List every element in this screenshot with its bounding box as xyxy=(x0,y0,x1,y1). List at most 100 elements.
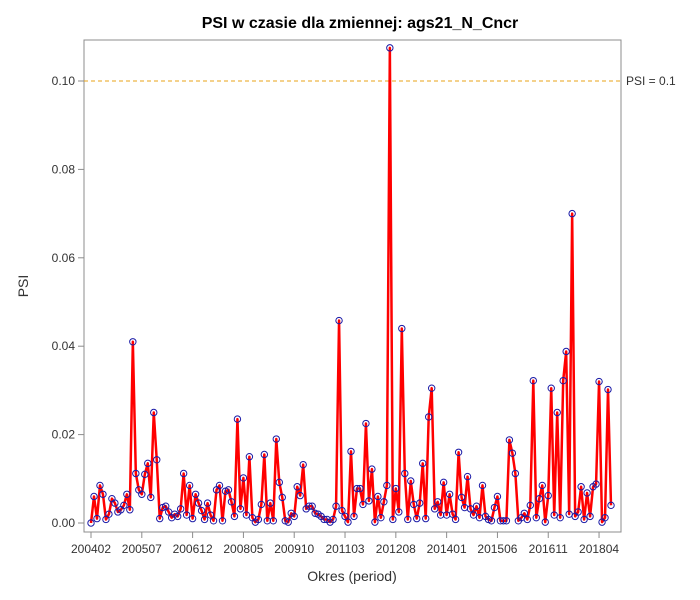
data-point xyxy=(147,493,155,502)
y-tick-label: 0.04 xyxy=(52,339,76,353)
data-point xyxy=(156,514,164,523)
x-tick-label: 200805 xyxy=(223,542,263,556)
data-point xyxy=(185,481,194,490)
data-point xyxy=(227,498,236,506)
data-point xyxy=(215,481,224,490)
y-tick-label: 0.10 xyxy=(52,74,76,88)
data-point xyxy=(126,506,134,514)
data-point xyxy=(454,448,463,456)
data-point xyxy=(427,384,436,392)
data-point xyxy=(562,347,570,356)
data-point xyxy=(347,447,355,456)
data-point xyxy=(523,515,532,524)
data-point xyxy=(299,460,307,469)
data-point xyxy=(425,413,433,421)
data-point xyxy=(607,501,615,510)
data-point xyxy=(332,502,340,510)
data-point xyxy=(272,435,280,443)
x-tick-label: 200910 xyxy=(274,542,314,556)
data-point xyxy=(490,503,499,512)
data-point xyxy=(218,517,227,525)
data-point xyxy=(595,377,603,386)
data-point xyxy=(508,449,517,457)
chart-title: PSI w czasie dla zmiennej: ags21_N_Cncr xyxy=(202,15,519,32)
data-point xyxy=(138,490,146,498)
data-point xyxy=(493,492,502,501)
data-point xyxy=(188,514,197,523)
data-point xyxy=(487,517,496,525)
data-point xyxy=(176,505,185,513)
data-point xyxy=(559,376,567,385)
y-axis-label: PSI xyxy=(15,275,31,298)
data-point xyxy=(469,511,478,519)
data-point xyxy=(371,518,379,526)
data-point xyxy=(197,506,206,515)
data-point xyxy=(305,502,313,510)
data-point xyxy=(553,408,561,417)
data-point xyxy=(445,490,454,498)
data-point xyxy=(365,497,373,505)
y-tick-label: 0.06 xyxy=(52,251,76,265)
data-point xyxy=(338,506,346,515)
data-point xyxy=(153,456,161,464)
x-tick-label: 200507 xyxy=(122,542,162,556)
data-point xyxy=(380,498,388,506)
reference-line-group: PSI = 0.1 xyxy=(84,74,676,88)
data-point xyxy=(194,499,203,507)
x-tick-label: 200612 xyxy=(173,542,213,556)
data-point xyxy=(416,499,424,507)
data-point xyxy=(430,505,439,513)
data-point xyxy=(511,469,520,478)
data-point xyxy=(383,481,391,490)
data-point xyxy=(141,470,149,479)
data-point xyxy=(239,474,248,482)
data-point xyxy=(120,501,128,510)
x-tick-label: 200402 xyxy=(71,542,111,556)
data-point xyxy=(233,415,242,423)
data-point xyxy=(179,469,188,478)
data-point xyxy=(422,514,430,523)
series-group xyxy=(87,44,615,527)
data-point xyxy=(457,493,466,502)
data-point xyxy=(466,505,475,513)
data-point xyxy=(583,489,591,497)
data-point xyxy=(257,500,266,509)
data-point xyxy=(87,519,95,527)
data-point xyxy=(123,490,131,498)
data-point xyxy=(529,376,537,385)
data-point xyxy=(329,515,337,524)
data-point xyxy=(532,513,540,522)
data-point xyxy=(580,515,588,524)
data-point xyxy=(577,483,585,491)
data-point xyxy=(601,513,609,522)
data-point xyxy=(574,508,582,516)
data-point xyxy=(538,481,546,490)
data-point xyxy=(526,501,535,510)
x-tick-label: 201103 xyxy=(325,542,364,556)
data-point xyxy=(544,491,552,500)
data-point xyxy=(550,511,558,519)
data-point xyxy=(290,512,298,521)
data-point xyxy=(344,518,352,526)
x-tick-label: 201611 xyxy=(529,542,568,556)
y-tick-label: 0.08 xyxy=(52,162,76,176)
x-tick-label: 201208 xyxy=(376,542,416,556)
data-point xyxy=(586,512,594,521)
data-point xyxy=(132,469,140,478)
data-point xyxy=(111,499,119,507)
data-point xyxy=(341,512,349,521)
data-point xyxy=(463,472,472,481)
data-point xyxy=(99,490,107,498)
data-point xyxy=(568,209,576,218)
data-point xyxy=(413,514,421,523)
reference-line-label: PSI = 0.1 xyxy=(626,74,676,88)
y-axis: 0.00 0.02 0.04 0.06 0.08 0.10 xyxy=(52,74,84,530)
data-point xyxy=(93,514,101,523)
y-tick-label: 0.00 xyxy=(52,516,76,530)
data-point xyxy=(269,517,277,525)
data-point xyxy=(401,469,409,478)
y-tick-label: 0.02 xyxy=(52,428,76,442)
data-point xyxy=(203,499,212,507)
data-point xyxy=(392,484,400,493)
data-point xyxy=(407,477,415,485)
